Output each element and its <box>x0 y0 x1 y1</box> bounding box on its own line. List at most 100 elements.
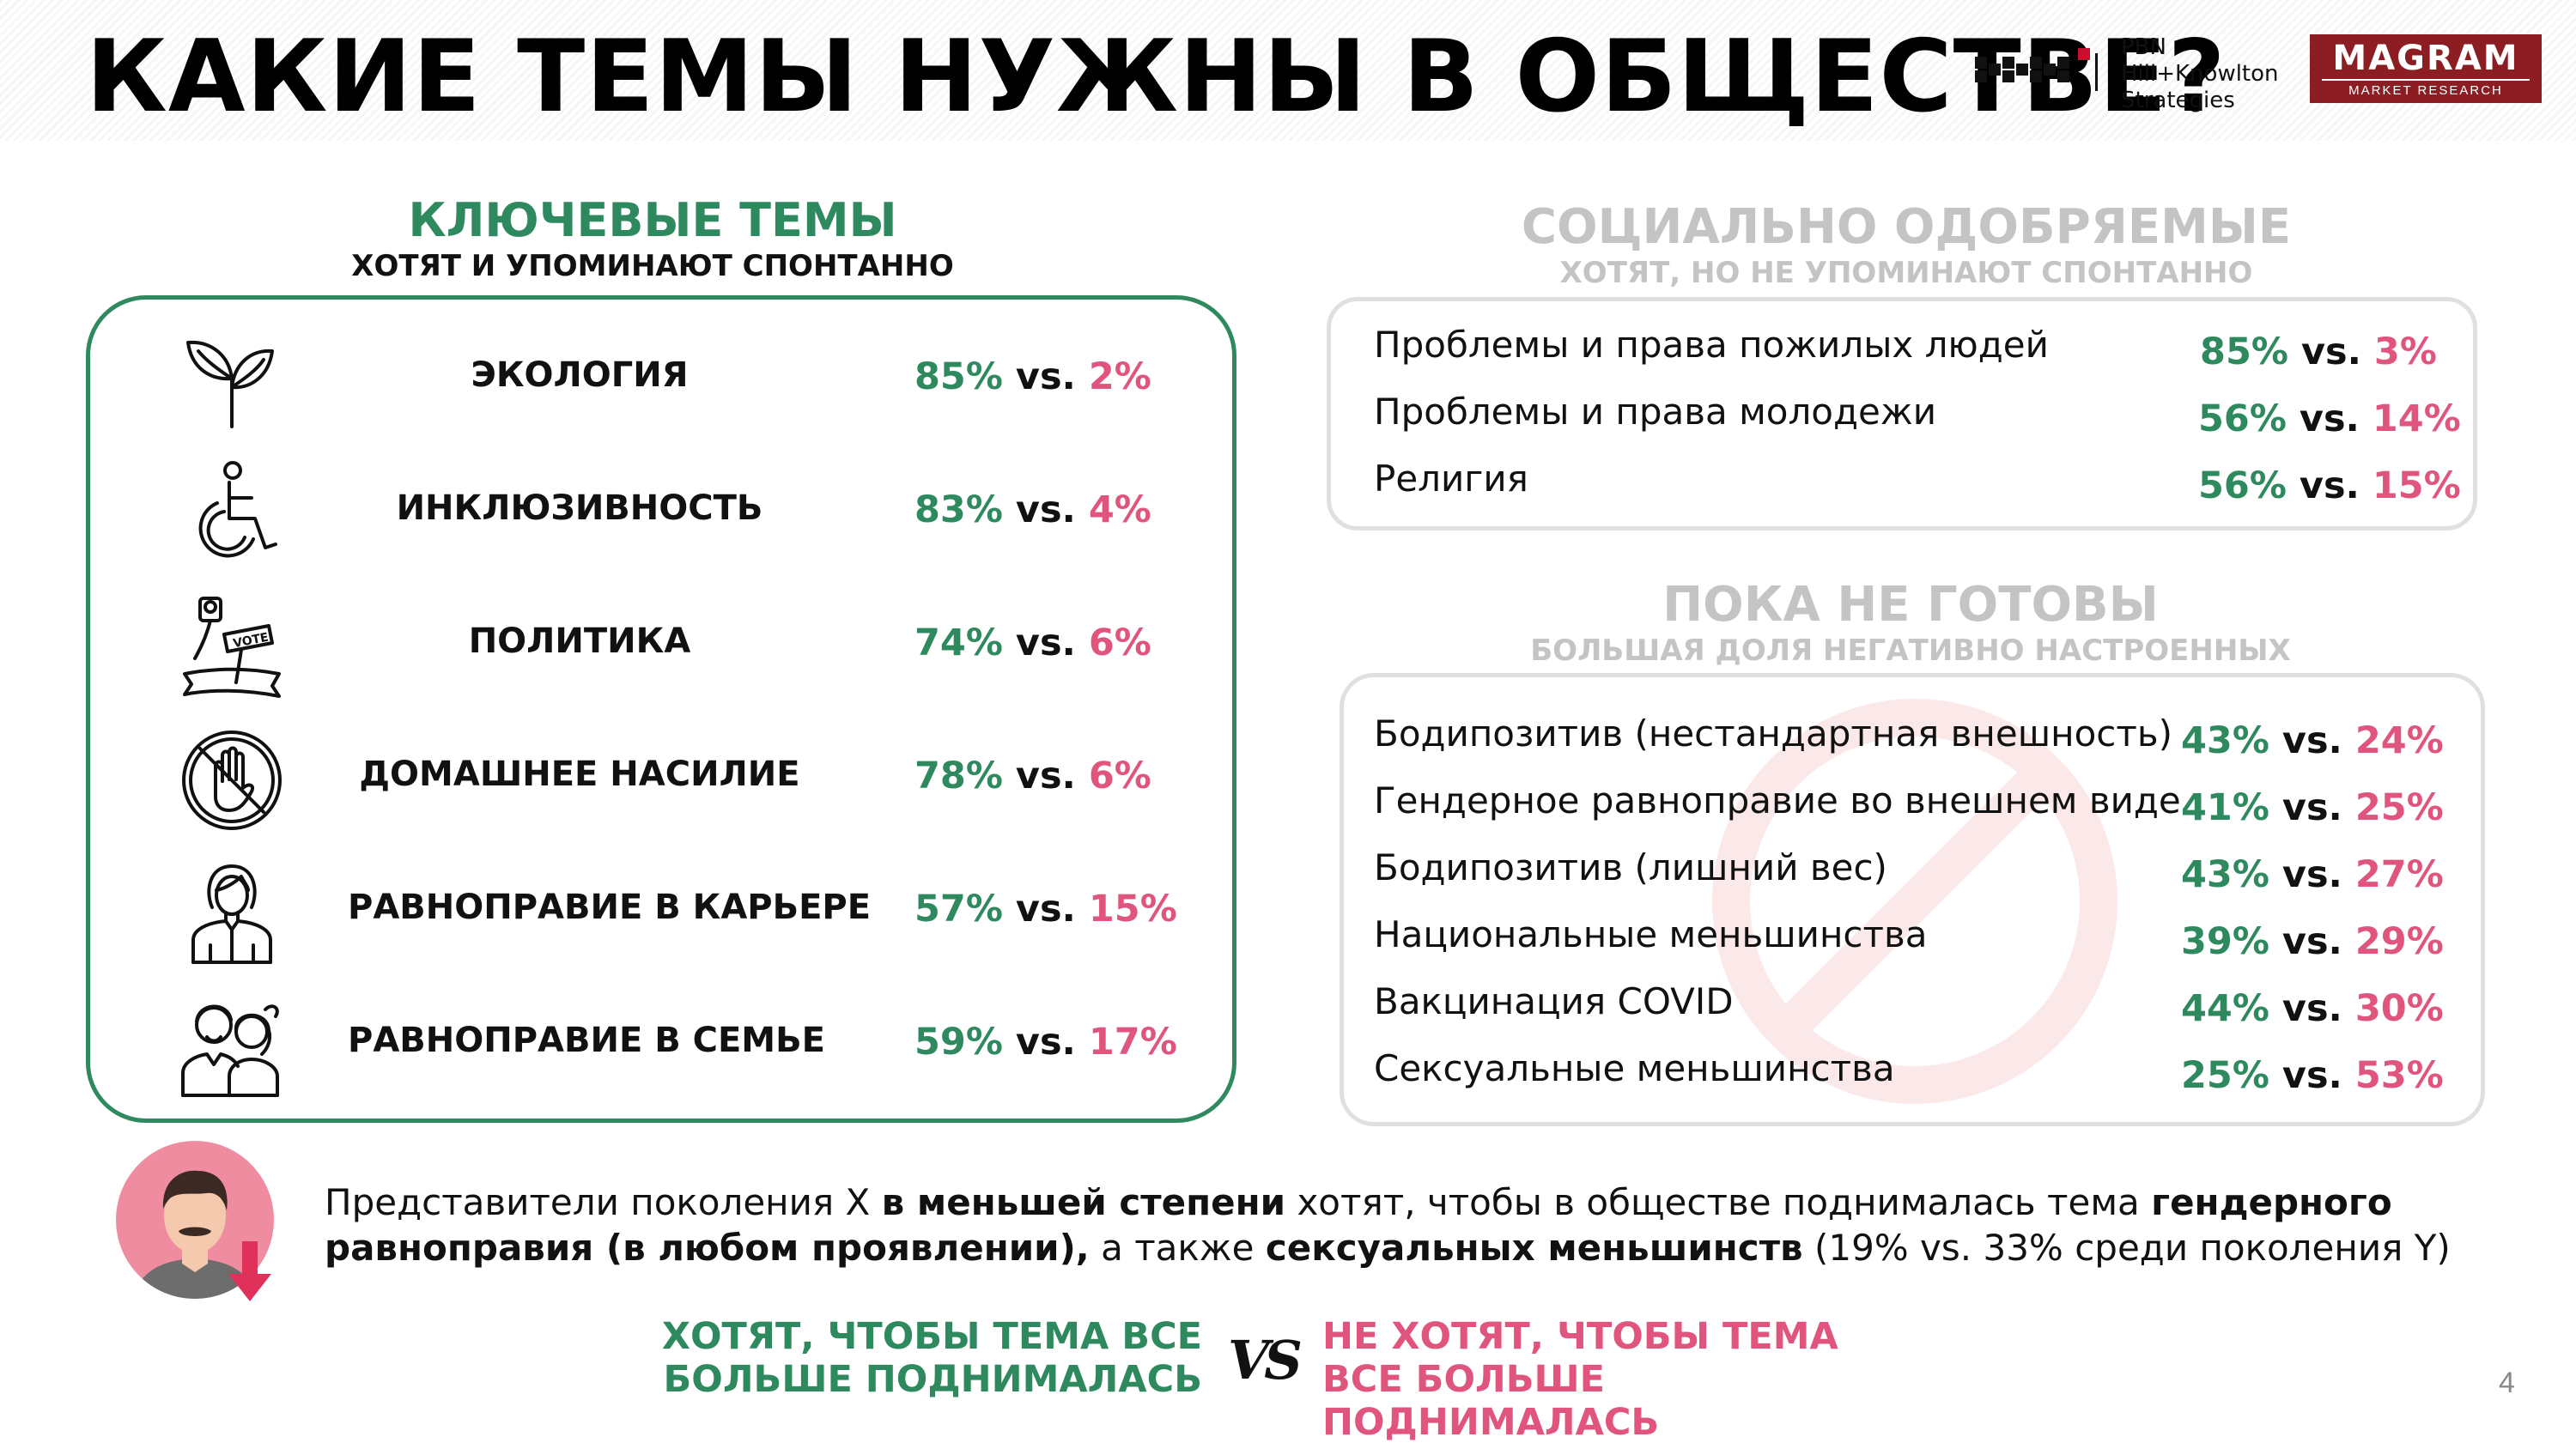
want-percent: 44% <box>2181 987 2269 1030</box>
key-topic-label: РАВНОПРАВИЕ В КАРЬЕРЕ <box>348 888 872 927</box>
note-text: Представители поколения X <box>325 1181 882 1223</box>
topic-value: 56% vs. 14% <box>2198 397 2461 440</box>
note-emphasis: сексуальных меньшинств <box>1265 1227 1803 1269</box>
vs-text: vs. <box>1015 888 1076 931</box>
key-topics-title: КЛЮЧЕВЫЕ ТЕМЫ <box>408 193 897 247</box>
pbn-pattern-icon <box>1975 48 2098 91</box>
pbn-logo-text: PBN Hill+Knowlton Strategies <box>2121 34 2279 114</box>
topic-value: 39% vs. 29% <box>2181 920 2444 963</box>
not-want-percent: 53% <box>2354 1054 2444 1097</box>
want-percent: 78% <box>914 755 1003 797</box>
not-want-percent: 6% <box>1088 755 1151 797</box>
not-want-percent: 29% <box>2354 920 2444 963</box>
magram-logo: MAGRAM MARKET RESEARCH <box>2310 34 2542 103</box>
not-want-percent: 2% <box>1088 355 1151 398</box>
topic-value: 43% vs. 24% <box>2181 719 2444 762</box>
not-want-percent: 3% <box>2373 330 2437 373</box>
not-ready-row: Гендерное равноправие во внешнем виде 41… <box>1374 779 2473 831</box>
topic-value: 43% vs. 27% <box>2181 853 2444 896</box>
topic-value: 56% vs. 15% <box>2198 464 2461 507</box>
not-ready-title: ПОКА НЕ ГОТОВЫ <box>1662 577 2159 633</box>
svg-text:VOTE: VOTE <box>232 631 270 652</box>
topic-value: 85% vs. 3% <box>2198 330 2439 373</box>
vs-text: vs. <box>2300 330 2361 373</box>
magram-logo-tagline: MARKET RESEARCH <box>2348 83 2503 98</box>
want-percent: 41% <box>2181 786 2269 829</box>
pbn-logo: PBN Hill+Knowlton Strategies <box>1975 34 2318 114</box>
vs-text: vs. <box>2281 920 2342 963</box>
vs-text: vs. <box>1015 1021 1076 1064</box>
not-want-percent: 17% <box>1088 1021 1177 1064</box>
socially-approved-row: Проблемы и права пожилых людей 85% vs. 3… <box>1374 324 2447 375</box>
want-percent: 85% <box>914 355 1003 398</box>
stop-hand-icon <box>182 731 282 830</box>
key-topic-value: 74% vs. 6% <box>914 621 1151 664</box>
vote-sign-icon: VOTE <box>183 597 281 698</box>
magram-logo-divider <box>2322 79 2530 81</box>
key-topic-row: РАВНОПРАВИЕ В СЕМЬЕ 59% vs. 17% <box>90 982 1241 1111</box>
topic-label: Сексуальные меньшинства <box>1374 1047 1895 1089</box>
not-want-percent: 15% <box>1088 888 1177 931</box>
plant-sprout-icon <box>186 340 274 428</box>
prohibition-sign-icon <box>1712 699 2117 1104</box>
note-emphasis: гендерного равноправия (в любом проявлен… <box>325 1181 2392 1269</box>
key-topic-label: РАВНОПРАВИЕ В СЕМЬЕ <box>348 1021 825 1060</box>
wheelchair-icon <box>198 461 277 558</box>
page-number: 4 <box>2499 1367 2515 1399</box>
vs-text: vs. <box>2281 719 2342 762</box>
legend-want: ХОТЯТ, ЧТОБЫ ТЕМА ВСЕ БОЛЬШЕ ПОДНИМАЛАСЬ <box>661 1315 1202 1401</box>
couple-icon <box>181 1004 279 1097</box>
not-ready-row: Сексуальные меньшинства 25% vs. 53% <box>1374 1047 2473 1099</box>
topic-label: Национальные меньшинства <box>1374 913 1928 955</box>
want-percent: 25% <box>2181 1054 2269 1097</box>
vs-text: vs. <box>2299 397 2360 440</box>
key-topic-label: ИНКЛЮЗИВНОСТЬ <box>396 488 763 528</box>
not-want-percent: 25% <box>2354 786 2444 829</box>
not-want-percent: 4% <box>1088 488 1151 531</box>
note-text: а также <box>1089 1227 1266 1269</box>
note-text: хотят, чтобы в обществе поднималась тема <box>1285 1181 2152 1223</box>
socially-approved-title: СОЦИАЛЬНО ОДОБРЯЕМЫЕ <box>1521 199 2292 255</box>
want-percent: 39% <box>2181 920 2269 963</box>
want-percent: 56% <box>2198 397 2287 440</box>
not-ready-subtitle: БОЛЬШАЯ ДОЛЯ НЕГАТИВНО НАСТРОЕННЫХ <box>1530 634 2291 668</box>
vs-text: vs. <box>2281 1054 2342 1097</box>
want-percent: 59% <box>914 1021 1003 1064</box>
pbn-logo-line: Strategies <box>2121 88 2235 113</box>
key-topics-panel: ЭКОЛОГИЯ 85% vs. 2% ИНКЛЮЗИВНОСТЬ 83% vs… <box>86 295 1236 1123</box>
vs-text: vs. <box>1015 621 1076 664</box>
not-want-percent: 14% <box>2372 397 2461 440</box>
socially-approved-subtitle: ХОТЯТ, НО НЕ УПОМИНАЮТ СПОНТАННО <box>1559 256 2253 290</box>
not-ready-panel <box>1340 673 2485 1126</box>
key-topic-row: ЭКОЛОГИЯ 85% vs. 2% <box>90 317 1241 446</box>
key-topic-row: ИНКЛЮЗИВНОСТЬ 83% vs. 4% <box>90 450 1241 579</box>
not-ready-row: Бодипозитив (лишний вес) 43% vs. 27% <box>1374 846 2473 898</box>
pbn-logo-line: Hill+Knowlton <box>2121 61 2279 87</box>
topic-label: Проблемы и права пожилых людей <box>1374 324 2049 366</box>
vs-text: vs. <box>1015 488 1076 531</box>
page-title: КАКИЕ ТЕМЫ НУЖНЫ В ОБЩЕСТВЕ? <box>86 19 2227 135</box>
not-ready-row: Вакцинация COVID 44% vs. 30% <box>1374 980 2473 1032</box>
topic-label: Бодипозитив (нестандартная внешность) <box>1374 712 2172 755</box>
socially-approved-row: Проблемы и права молодежи 56% vs. 14% <box>1374 391 2461 442</box>
key-topic-label: ДОМАШНЕЕ НАСИЛИЕ <box>359 755 800 794</box>
key-topic-value: 85% vs. 2% <box>914 355 1151 398</box>
socially-approved-panel: Проблемы и права пожилых людей 85% vs. 3… <box>1327 297 2477 530</box>
topic-label: Вакцинация COVID <box>1374 980 1734 1022</box>
key-topic-row: ДОМАШНЕЕ НАСИЛИЕ 78% vs. 6% <box>90 716 1241 845</box>
not-ready-row: Национальные меньшинства 39% vs. 29% <box>1374 913 2473 965</box>
want-percent: 56% <box>2198 464 2287 507</box>
not-want-percent: 6% <box>1088 621 1151 664</box>
not-want-percent: 24% <box>2354 719 2444 762</box>
want-percent: 83% <box>914 488 1003 531</box>
want-percent: 85% <box>2200 330 2288 373</box>
topic-label: Религия <box>1374 458 1528 500</box>
vs-text: vs. <box>2299 464 2360 507</box>
key-topic-row: РАВНОПРАВИЕ В КАРЬЕРЕ 57% vs. 15% <box>90 849 1241 978</box>
not-want-percent: 15% <box>2372 464 2461 507</box>
legend-not-want: НЕ ХОТЯТ, ЧТОБЫ ТЕМА ВСЕ БОЛЬШЕ ПОДНИМАЛ… <box>1322 1315 1838 1444</box>
topic-label: Гендерное равноправие во внешнем виде <box>1374 779 2181 822</box>
man-avatar-icon <box>116 1141 274 1301</box>
topic-value: 44% vs. 30% <box>2181 987 2444 1030</box>
magram-logo-name: MAGRAM <box>2332 39 2519 78</box>
